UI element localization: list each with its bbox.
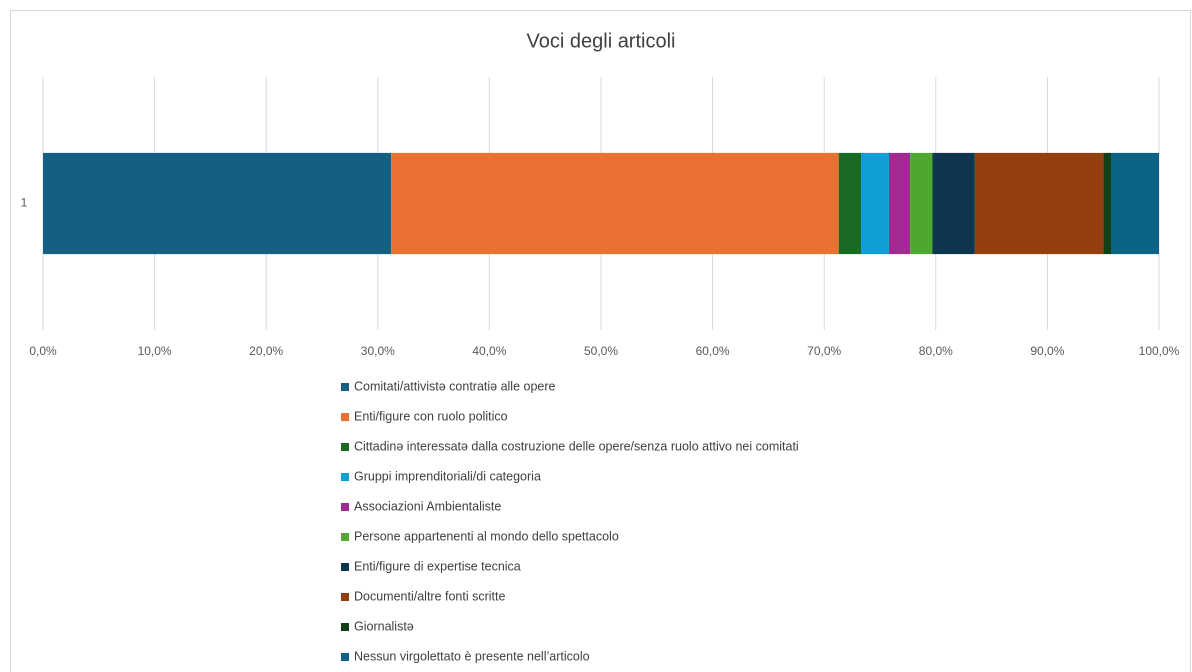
legend-swatch [341,563,349,571]
bar-segment [1111,152,1159,255]
x-tick-label: 60,0% [696,344,730,358]
x-tick-label: 10,0% [138,344,172,358]
x-tick-label: 0,0% [29,344,57,358]
bar-segment [861,152,889,255]
bar-segment [932,152,975,255]
legend-swatch [341,533,349,541]
legend-label: Enti/figure con ruolo politico [354,409,508,423]
x-tick-label: 100,0% [1139,344,1180,358]
bar-segment [43,152,392,255]
bar-segment [838,152,862,255]
legend-label: Giornalistə [354,619,414,633]
chart-title: Voci degli articoli [527,30,676,52]
x-tick-label: 50,0% [584,344,618,358]
x-tick-label: 20,0% [249,344,283,358]
legend-label: Cittadinə interessatə dalla costruzione … [354,439,799,453]
legend-label: Nessun virgolettato è presente nell’arti… [354,649,590,663]
legend-label: Documenti/altre fonti scritte [354,589,505,603]
legend-label: Gruppi imprenditoriali/di categoria [354,469,541,483]
legend-label: Comitati/attivistə contratiə alle opere [354,379,556,393]
bar-segment [888,152,911,255]
legend-swatch [341,413,349,421]
legend-swatch [341,623,349,631]
legend-swatch [341,473,349,481]
x-tick-label: 90,0% [1030,344,1064,358]
x-tick-label: 40,0% [472,344,506,358]
legend-swatch [341,443,349,451]
legend-swatch [341,593,349,601]
legend-label: Persone appartenenti al mondo dello spet… [354,529,619,543]
bar-segment [910,152,933,255]
legend-swatch [341,653,349,661]
y-tick-label: 1 [21,196,28,210]
legend-label: Associazioni Ambientaliste [354,499,501,513]
x-tick-label: 80,0% [919,344,953,358]
legend-swatch [341,383,349,391]
bar-segment [974,152,1104,255]
x-tick-label: 70,0% [807,344,841,358]
legend-swatch [341,503,349,511]
bar-segment [391,152,839,255]
legend-label: Enti/figure di expertise tecnica [354,559,521,573]
bar-segment [1103,152,1112,255]
x-tick-label: 30,0% [361,344,395,358]
